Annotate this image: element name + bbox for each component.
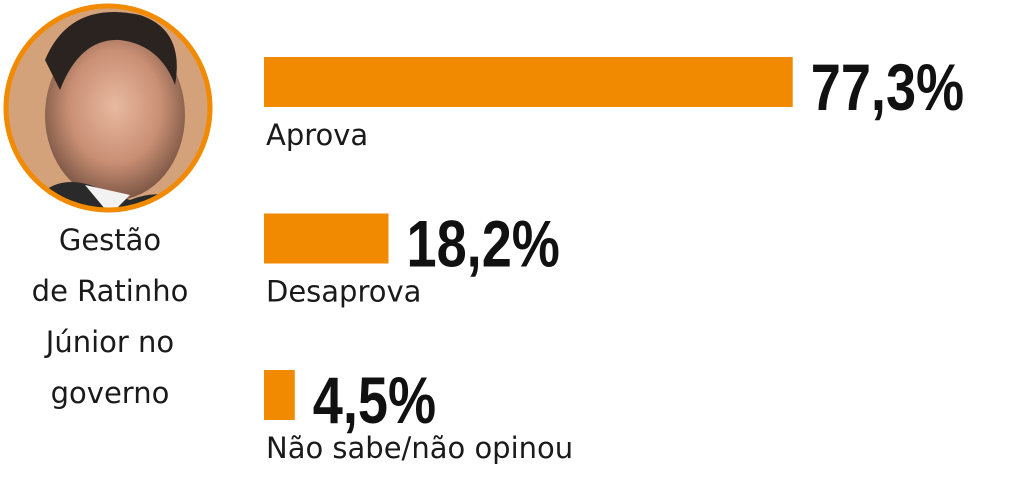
side-title-line: governo — [51, 376, 170, 410]
category-label: Desaprova — [266, 275, 421, 309]
bar — [264, 213, 389, 264]
side-title: Gestão de Ratinho Júnior no governo — [32, 223, 189, 410]
value-label: 18,2% — [406, 206, 559, 280]
side-title-line: de Ratinho — [32, 274, 189, 308]
side-title-line: Júnior no — [44, 325, 174, 359]
value-label: 77,3% — [811, 50, 964, 124]
plot: 77,3% Aprova 18,2%Desaprova 4,5%Não sabe/nã… — [264, 50, 964, 465]
category-label: Não sabe/não opinou — [266, 431, 573, 465]
side-title-line: Gestão — [59, 223, 161, 257]
portrait — [3, 3, 213, 213]
category-label: Aprova — [266, 118, 368, 152]
value-label: 4,5% — [313, 363, 436, 437]
bar — [264, 370, 295, 420]
bar — [264, 57, 793, 107]
